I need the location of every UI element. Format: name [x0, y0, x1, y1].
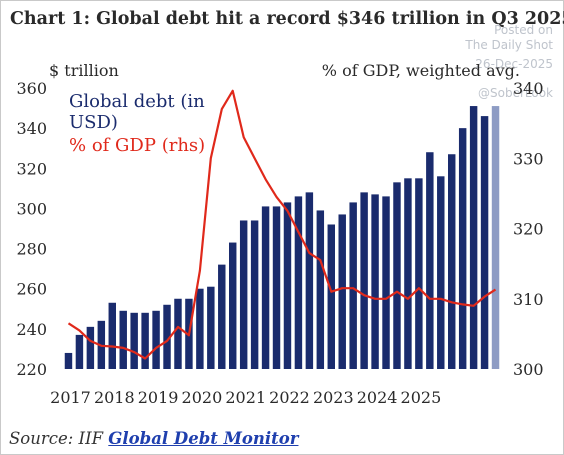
- bar: [261, 206, 270, 369]
- bar: [196, 288, 204, 369]
- bar: [229, 242, 237, 369]
- bar: [294, 196, 303, 369]
- watermark-handle: @SoberLook: [478, 86, 553, 100]
- legend: Global debt (in USD) % of GDP (rhs): [69, 91, 205, 156]
- bar: [448, 154, 456, 369]
- bar: [426, 152, 434, 369]
- source-prefix: Source: IIF: [9, 429, 109, 448]
- x-axis-tick-label: 2018: [94, 388, 135, 407]
- source-link[interactable]: Global Debt Monitor: [108, 429, 299, 448]
- bar: [338, 214, 346, 369]
- left-axis-tick-label: 320: [16, 159, 47, 178]
- left-axis-tick-label: 240: [16, 320, 47, 339]
- x-axis-tick-label: 2025: [401, 388, 442, 407]
- x-axis-tick-label: 2024: [357, 388, 398, 407]
- bar: [86, 326, 95, 369]
- bar: [382, 196, 390, 369]
- bar: [404, 178, 412, 369]
- left-axis: 220 240 260 280 300 320 340 360: [16, 79, 47, 379]
- right-axis-tick-label: 340: [513, 79, 544, 98]
- left-axis-tick-label: 300: [16, 199, 47, 218]
- x-axis: 2017 2018 2019 2020 2021 2022 2023 2024 2025: [50, 388, 441, 407]
- bar: [75, 334, 84, 369]
- left-axis-tick-label: 340: [16, 119, 47, 138]
- legend-debt-line1: Global debt (in: [69, 91, 205, 112]
- chart-source: Source: IIF Global Debt Monitor: [9, 429, 298, 448]
- bar: [272, 206, 281, 369]
- bar-series: [64, 106, 500, 369]
- right-axis-tick-label: 300: [513, 360, 544, 379]
- bar: [349, 202, 357, 369]
- left-axis-tick-label: 360: [16, 79, 47, 98]
- bar: [371, 194, 379, 369]
- left-axis-tick-label: 280: [16, 240, 47, 259]
- right-axis-tick-label: 310: [513, 290, 544, 309]
- bar: [458, 128, 467, 369]
- watermark-daily-shot: The Daily Shot: [465, 38, 553, 52]
- x-axis-tick-label: 2023: [313, 388, 354, 407]
- bar: [130, 312, 138, 369]
- watermark-date: 26-Dec-2025: [475, 57, 553, 71]
- bar: [163, 304, 171, 369]
- bar: [283, 202, 292, 369]
- left-axis-tick-label: 220: [16, 360, 47, 379]
- x-axis-tick-label: 2021: [225, 388, 266, 407]
- x-axis-tick-label: 2017: [50, 388, 91, 407]
- bar: [469, 106, 478, 369]
- left-axis-tick-label: 260: [16, 280, 47, 299]
- right-axis-unit: % of GDP, weighted avg.: [322, 61, 520, 80]
- bar: [393, 182, 401, 369]
- bar: [207, 286, 215, 369]
- bar: [152, 310, 160, 369]
- bar: [239, 220, 248, 369]
- chart-plot: $ trillion % of GDP, weighted avg. 220 24…: [16, 61, 544, 407]
- bar: [437, 176, 445, 369]
- x-axis-tick-label: 2019: [138, 388, 179, 407]
- right-axis-tick-label: 330: [513, 149, 544, 168]
- chart-title: Chart 1: Global debt hit a record $346 t…: [10, 9, 564, 29]
- legend-debt-line2: USD): [69, 112, 118, 133]
- bar: [108, 302, 116, 369]
- bar: [174, 298, 182, 369]
- bar: [491, 106, 500, 369]
- x-axis-tick-label: 2020: [182, 388, 223, 407]
- gdp-line: [67, 89, 497, 360]
- legend-gdp: % of GDP (rhs): [69, 135, 205, 156]
- bar: [218, 264, 226, 369]
- bar: [415, 178, 423, 369]
- bar: [327, 224, 335, 369]
- bar: [250, 220, 259, 369]
- right-axis: 300 310 320 330 340: [513, 79, 544, 379]
- bar: [316, 210, 325, 369]
- left-axis-unit: $ trillion: [49, 61, 119, 80]
- right-axis-tick-label: 320: [513, 220, 544, 239]
- x-axis-tick-label: 2022: [269, 388, 310, 407]
- bar: [141, 312, 149, 369]
- bar: [119, 310, 127, 369]
- watermark-posted-on: Posted on: [494, 23, 553, 37]
- bar: [360, 192, 368, 369]
- bar: [305, 192, 314, 369]
- bar: [64, 352, 73, 369]
- bar: [480, 116, 489, 369]
